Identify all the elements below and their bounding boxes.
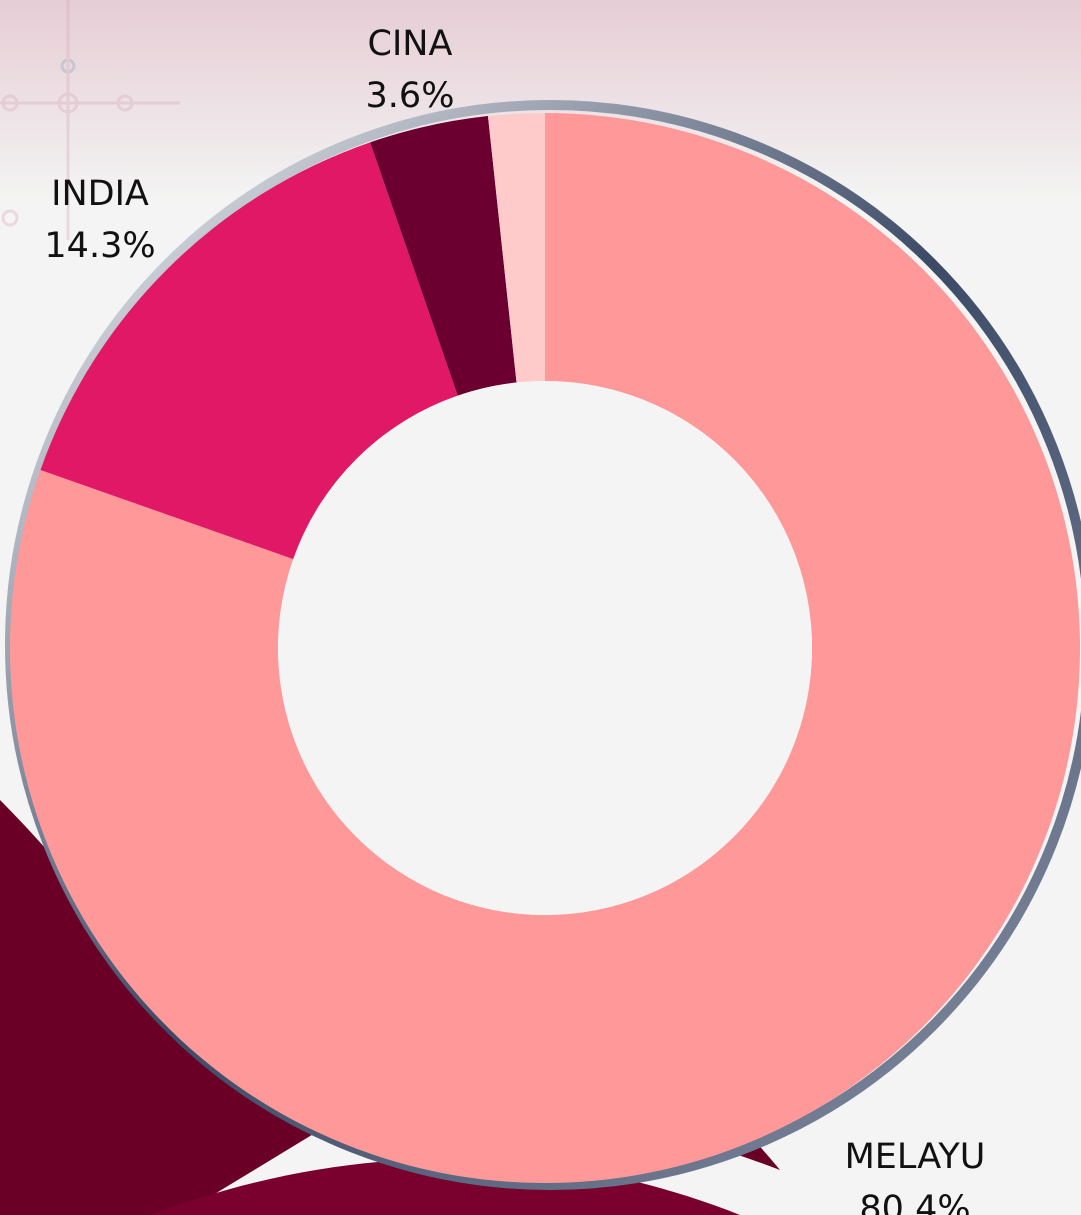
slice-value-label: 14.3% xyxy=(44,226,155,266)
slice-label: INDIA xyxy=(51,174,149,214)
donut-hole xyxy=(278,381,812,915)
page: MELAYU80.4%INDIA14.3%CINA3.6% (() => { c… xyxy=(0,0,1081,1215)
chart: MELAYU 80.4% INDIA 14.3% CINA 3.6% xyxy=(0,0,1081,1215)
slice-value-label: 80.4% xyxy=(859,1189,970,1215)
slice-label: MELAYU xyxy=(845,1137,986,1177)
slice-label: CINA xyxy=(368,24,453,64)
slice-value-label: 3.6% xyxy=(366,76,455,116)
